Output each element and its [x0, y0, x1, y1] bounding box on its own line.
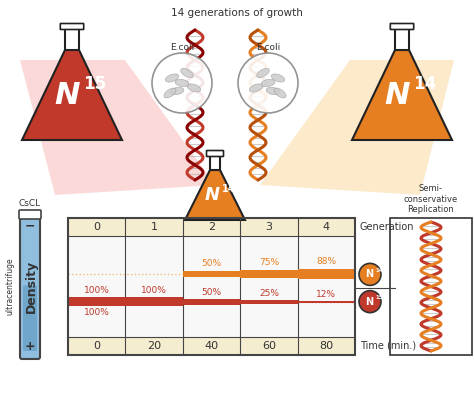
Circle shape [359, 290, 381, 313]
Text: 14: 14 [413, 75, 437, 93]
Ellipse shape [165, 74, 179, 82]
Text: 0: 0 [93, 222, 100, 232]
Ellipse shape [187, 84, 201, 92]
Polygon shape [210, 155, 220, 170]
FancyBboxPatch shape [20, 214, 40, 359]
Text: 100%: 100% [84, 308, 109, 317]
Text: Time (min.): Time (min.) [360, 341, 416, 351]
Text: 14 generations of growth: 14 generations of growth [171, 8, 303, 18]
Polygon shape [352, 50, 452, 140]
Ellipse shape [170, 87, 184, 95]
Text: 50%: 50% [201, 288, 221, 297]
Ellipse shape [261, 79, 275, 86]
Text: 60: 60 [262, 341, 276, 351]
Text: −: − [25, 220, 35, 233]
Polygon shape [185, 170, 245, 220]
Ellipse shape [164, 88, 176, 98]
FancyBboxPatch shape [60, 24, 84, 29]
Text: N: N [365, 269, 373, 279]
Ellipse shape [249, 84, 263, 92]
Text: 25%: 25% [259, 288, 279, 298]
Text: ultracentrifuge: ultracentrifuge [6, 258, 15, 315]
Text: 14: 14 [221, 184, 235, 193]
Ellipse shape [274, 88, 286, 98]
FancyBboxPatch shape [68, 297, 126, 306]
Ellipse shape [181, 69, 193, 78]
Text: 75%: 75% [259, 258, 279, 267]
FancyBboxPatch shape [68, 218, 355, 236]
Text: 14: 14 [375, 268, 383, 273]
Text: N: N [385, 80, 410, 109]
Polygon shape [180, 220, 250, 245]
Text: 20: 20 [147, 341, 161, 351]
Text: E.coli: E.coli [170, 43, 194, 52]
Polygon shape [20, 60, 215, 195]
Text: 88%: 88% [316, 257, 337, 266]
Text: E.coli: E.coli [256, 43, 280, 52]
Text: N: N [205, 186, 220, 204]
FancyBboxPatch shape [126, 297, 183, 306]
FancyBboxPatch shape [19, 210, 41, 219]
Polygon shape [65, 28, 79, 50]
Text: 15: 15 [375, 295, 383, 300]
Polygon shape [395, 28, 409, 50]
FancyBboxPatch shape [298, 301, 355, 303]
Circle shape [152, 53, 212, 113]
FancyBboxPatch shape [298, 269, 355, 279]
Text: Density: Density [25, 260, 37, 313]
FancyBboxPatch shape [183, 271, 240, 277]
Text: 4: 4 [323, 222, 330, 232]
Polygon shape [260, 60, 454, 195]
Text: N: N [365, 297, 373, 307]
FancyBboxPatch shape [68, 236, 355, 337]
Text: 12%: 12% [316, 290, 336, 299]
Text: +: + [25, 340, 35, 353]
Text: 1: 1 [151, 222, 157, 232]
Ellipse shape [175, 79, 189, 86]
Text: 15: 15 [83, 75, 106, 93]
Text: 0: 0 [93, 341, 100, 351]
FancyBboxPatch shape [23, 286, 37, 351]
Circle shape [238, 53, 298, 113]
Polygon shape [22, 50, 122, 140]
Ellipse shape [257, 69, 269, 78]
Text: Generation: Generation [360, 222, 414, 232]
FancyBboxPatch shape [240, 299, 298, 304]
Text: 2: 2 [208, 222, 215, 232]
Text: Semi-
conservative
Replication: Semi- conservative Replication [404, 184, 458, 214]
FancyBboxPatch shape [390, 24, 414, 29]
FancyBboxPatch shape [183, 299, 240, 305]
Text: N: N [55, 80, 81, 109]
Text: 3: 3 [265, 222, 273, 232]
Circle shape [359, 264, 381, 285]
FancyBboxPatch shape [390, 218, 472, 355]
Text: 40: 40 [204, 341, 219, 351]
Ellipse shape [266, 87, 280, 95]
FancyBboxPatch shape [240, 271, 298, 278]
Text: 80: 80 [319, 341, 333, 351]
FancyBboxPatch shape [68, 337, 355, 355]
Text: 100%: 100% [141, 286, 167, 295]
Text: 100%: 100% [84, 286, 109, 295]
Text: 50%: 50% [201, 259, 221, 268]
FancyBboxPatch shape [207, 151, 224, 157]
Text: CsCL: CsCL [19, 199, 41, 208]
Ellipse shape [271, 74, 285, 82]
